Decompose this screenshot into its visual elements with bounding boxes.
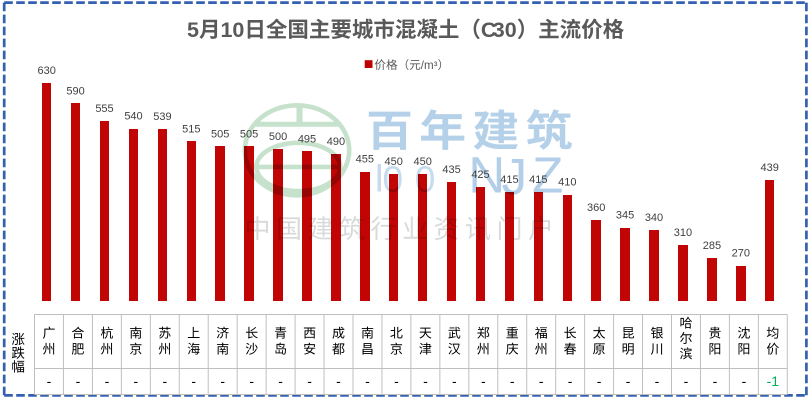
svg-text:Z: Z bbox=[532, 147, 563, 204]
svg-text:435: 435 bbox=[442, 164, 460, 176]
svg-text:285: 285 bbox=[703, 240, 721, 252]
svg-text:-: - bbox=[655, 373, 660, 389]
svg-text:-: - bbox=[278, 373, 283, 389]
svg-text:N: N bbox=[468, 147, 505, 204]
svg-text:1: 1 bbox=[221, 18, 233, 42]
svg-text:-: - bbox=[105, 373, 110, 389]
svg-text:425: 425 bbox=[471, 169, 489, 181]
svg-text:-: - bbox=[423, 373, 428, 389]
svg-text:-: - bbox=[539, 373, 544, 389]
svg-text:410: 410 bbox=[558, 177, 576, 189]
svg-text:450: 450 bbox=[414, 156, 432, 168]
svg-text:439: 439 bbox=[761, 162, 779, 174]
svg-text:590: 590 bbox=[66, 85, 84, 97]
svg-text:555: 555 bbox=[95, 103, 113, 115]
svg-text:J: J bbox=[502, 148, 528, 205]
svg-text:-: - bbox=[307, 373, 312, 389]
svg-text:270: 270 bbox=[732, 248, 750, 260]
svg-text:-: - bbox=[47, 373, 52, 389]
svg-text:495: 495 bbox=[298, 133, 316, 145]
svg-text:0: 0 bbox=[383, 159, 404, 200]
svg-text:-1: -1 bbox=[767, 373, 780, 389]
svg-text:0: 0 bbox=[505, 18, 517, 42]
svg-text:0: 0 bbox=[415, 159, 436, 200]
svg-text:630: 630 bbox=[38, 65, 56, 77]
svg-text:345: 345 bbox=[616, 210, 634, 222]
svg-text:505: 505 bbox=[240, 128, 258, 140]
svg-text:5: 5 bbox=[187, 18, 199, 42]
svg-text:340: 340 bbox=[645, 212, 663, 224]
svg-text:-: - bbox=[133, 373, 138, 389]
svg-text:-: - bbox=[336, 373, 341, 389]
svg-text:-: - bbox=[365, 373, 370, 389]
svg-text:415: 415 bbox=[529, 174, 547, 186]
svg-text:-: - bbox=[597, 373, 602, 389]
svg-text:500: 500 bbox=[269, 131, 287, 143]
svg-text:310: 310 bbox=[674, 227, 692, 239]
svg-text:505: 505 bbox=[211, 128, 229, 140]
svg-text:-: - bbox=[742, 373, 747, 389]
svg-text:-: - bbox=[162, 373, 167, 389]
svg-text:360: 360 bbox=[587, 202, 605, 214]
svg-text:-: - bbox=[76, 373, 81, 389]
svg-text:540: 540 bbox=[124, 111, 142, 123]
svg-text:-: - bbox=[191, 373, 196, 389]
svg-text:539: 539 bbox=[153, 111, 171, 123]
svg-text:490: 490 bbox=[327, 136, 345, 148]
svg-text:3: 3 bbox=[493, 18, 505, 42]
svg-text:-: - bbox=[626, 373, 631, 389]
svg-text:0: 0 bbox=[232, 18, 244, 42]
svg-text:C: C bbox=[481, 18, 497, 42]
svg-text:-: - bbox=[713, 373, 718, 389]
svg-text:455: 455 bbox=[356, 154, 374, 166]
svg-text:/m³: /m³ bbox=[421, 59, 438, 72]
svg-text:415: 415 bbox=[500, 174, 518, 186]
svg-text:-: - bbox=[684, 373, 689, 389]
svg-text:-: - bbox=[394, 373, 399, 389]
svg-text:515: 515 bbox=[182, 123, 200, 135]
svg-text:-: - bbox=[220, 373, 225, 389]
svg-text:-: - bbox=[452, 373, 457, 389]
svg-text:-: - bbox=[568, 373, 573, 389]
svg-text:-: - bbox=[481, 373, 486, 389]
svg-text:-: - bbox=[249, 373, 254, 389]
svg-text:-: - bbox=[510, 373, 515, 389]
svg-text:450: 450 bbox=[385, 156, 403, 168]
